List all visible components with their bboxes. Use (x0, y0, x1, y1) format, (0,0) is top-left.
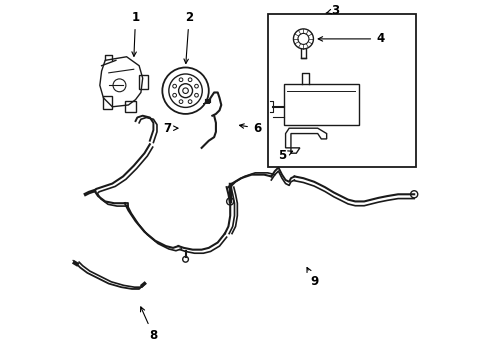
Bar (283, 84, 358, 125)
Text: 9: 9 (306, 267, 318, 288)
Text: 8: 8 (140, 307, 157, 342)
Bar (267, 14, 415, 167)
Bar (103, 96, 112, 109)
Bar (139, 75, 148, 89)
Text: 5: 5 (277, 149, 292, 162)
Text: 4: 4 (318, 32, 384, 45)
Text: 1: 1 (131, 11, 140, 56)
Text: 3: 3 (325, 4, 339, 17)
Text: 7: 7 (163, 122, 178, 135)
Text: 6: 6 (239, 122, 261, 135)
Text: 2: 2 (183, 11, 193, 63)
Bar (124, 102, 135, 112)
